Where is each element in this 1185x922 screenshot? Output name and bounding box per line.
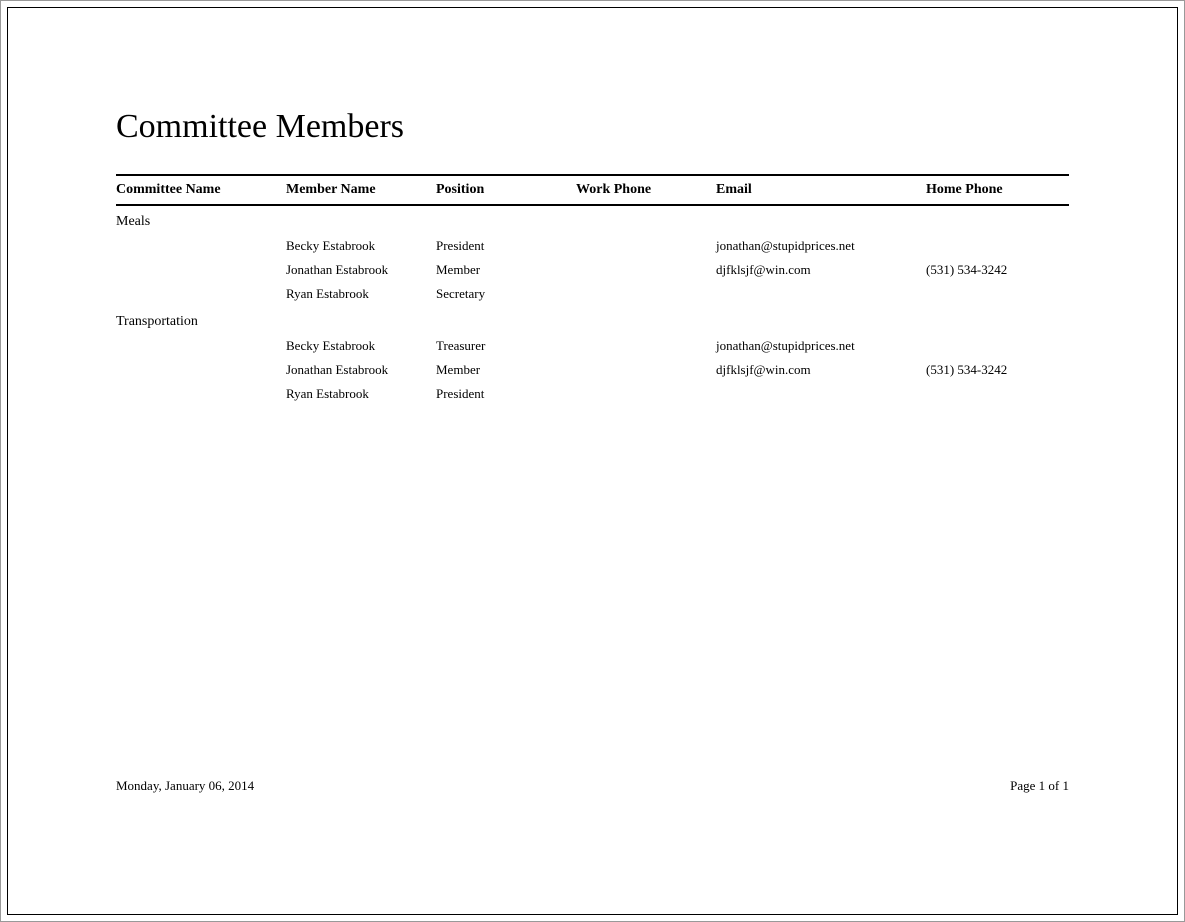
table-row: Becky Estabrook Treasurer jonathan@stupi… [116, 334, 1069, 358]
cell-email: djfklsjf@win.com [716, 362, 926, 378]
cell-position: Member [436, 262, 576, 278]
table-row: Jonathan Estabrook Member djfklsjf@win.c… [116, 258, 1069, 282]
cell-email [716, 286, 926, 302]
footer-date: Monday, January 06, 2014 [116, 778, 254, 794]
cell-work-phone [576, 362, 716, 378]
cell-position: Secretary [436, 286, 576, 302]
col-member-name: Member Name [286, 182, 436, 198]
cell-work-phone [576, 238, 716, 254]
cell-position: Member [436, 362, 576, 378]
cell-email: jonathan@stupidprices.net [716, 238, 926, 254]
cell-email: jonathan@stupidprices.net [716, 338, 926, 354]
col-committee-name: Committee Name [116, 182, 286, 198]
cell-committee [116, 286, 286, 302]
cell-position: President [436, 238, 576, 254]
cell-member-name: Ryan Estabrook [286, 286, 436, 302]
cell-email [716, 386, 926, 402]
report-page: Committee Members Committee Name Member … [7, 7, 1178, 915]
cell-work-phone [576, 386, 716, 402]
col-email: Email [716, 182, 926, 198]
col-position: Position [436, 182, 576, 198]
page-footer: Monday, January 06, 2014 Page 1 of 1 [116, 778, 1069, 794]
cell-committee [116, 362, 286, 378]
cell-position: President [436, 386, 576, 402]
cell-work-phone [576, 338, 716, 354]
cell-home-phone [926, 286, 1076, 302]
cell-committee [116, 338, 286, 354]
report-title: Committee Members [116, 108, 1069, 146]
cell-member-name: Ryan Estabrook [286, 386, 436, 402]
group-label: Transportation [116, 306, 1069, 334]
cell-home-phone [926, 238, 1076, 254]
cell-committee [116, 386, 286, 402]
cell-committee [116, 262, 286, 278]
cell-home-phone: (531) 534-3242 [926, 362, 1076, 378]
col-work-phone: Work Phone [576, 182, 716, 198]
cell-email: djfklsjf@win.com [716, 262, 926, 278]
cell-member-name: Becky Estabrook [286, 338, 436, 354]
cell-home-phone [926, 338, 1076, 354]
cell-member-name: Jonathan Estabrook [286, 362, 436, 378]
table-row: Ryan Estabrook Secretary [116, 282, 1069, 306]
table-row: Jonathan Estabrook Member djfklsjf@win.c… [116, 358, 1069, 382]
report-table: Committee Name Member Name Position Work… [116, 174, 1069, 406]
cell-work-phone [576, 286, 716, 302]
footer-page-info: Page 1 of 1 [1010, 778, 1069, 794]
cell-member-name: Becky Estabrook [286, 238, 436, 254]
cell-home-phone [926, 386, 1076, 402]
cell-committee [116, 238, 286, 254]
table-row: Becky Estabrook President jonathan@stupi… [116, 234, 1069, 258]
cell-work-phone [576, 262, 716, 278]
group-label: Meals [116, 206, 1069, 234]
table-row: Ryan Estabrook President [116, 382, 1069, 406]
col-home-phone: Home Phone [926, 182, 1076, 198]
cell-member-name: Jonathan Estabrook [286, 262, 436, 278]
cell-position: Treasurer [436, 338, 576, 354]
table-header-row: Committee Name Member Name Position Work… [116, 174, 1069, 206]
cell-home-phone: (531) 534-3242 [926, 262, 1076, 278]
